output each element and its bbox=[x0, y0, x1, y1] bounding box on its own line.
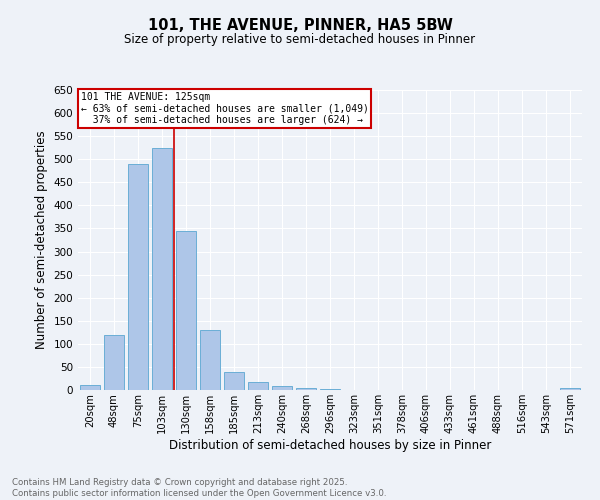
Bar bbox=[224, 372, 244, 390]
Bar bbox=[296, 388, 316, 390]
Bar bbox=[128, 164, 148, 390]
Bar bbox=[80, 386, 100, 390]
Bar bbox=[200, 330, 220, 390]
Bar bbox=[176, 231, 196, 390]
Bar bbox=[560, 388, 580, 390]
Bar bbox=[272, 386, 292, 390]
Text: Contains HM Land Registry data © Crown copyright and database right 2025.
Contai: Contains HM Land Registry data © Crown c… bbox=[12, 478, 386, 498]
Text: 101 THE AVENUE: 125sqm
← 63% of semi-detached houses are smaller (1,049)
  37% o: 101 THE AVENUE: 125sqm ← 63% of semi-det… bbox=[80, 92, 368, 124]
Bar bbox=[152, 148, 172, 390]
Bar bbox=[320, 389, 340, 390]
Bar bbox=[104, 334, 124, 390]
Text: Size of property relative to semi-detached houses in Pinner: Size of property relative to semi-detach… bbox=[124, 32, 476, 46]
Bar bbox=[248, 382, 268, 390]
Text: 101, THE AVENUE, PINNER, HA5 5BW: 101, THE AVENUE, PINNER, HA5 5BW bbox=[148, 18, 452, 32]
Y-axis label: Number of semi-detached properties: Number of semi-detached properties bbox=[35, 130, 48, 350]
X-axis label: Distribution of semi-detached houses by size in Pinner: Distribution of semi-detached houses by … bbox=[169, 438, 491, 452]
